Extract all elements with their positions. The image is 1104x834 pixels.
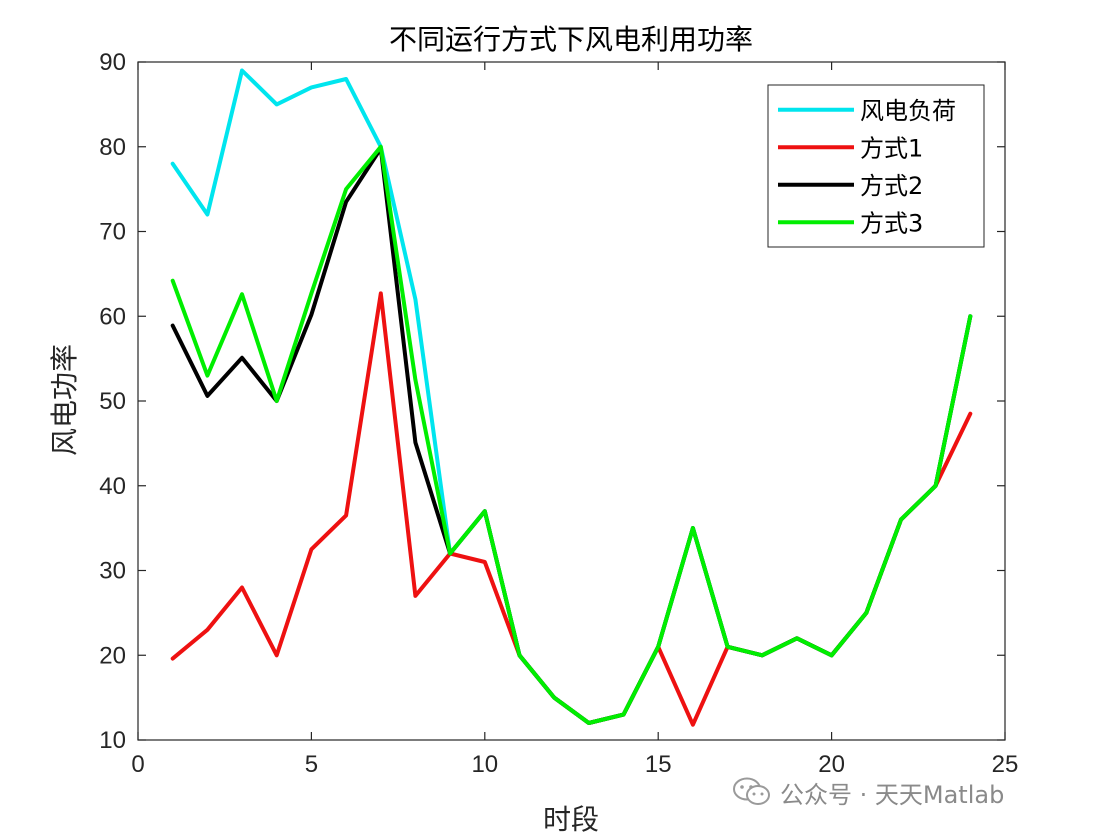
chart-title: 不同运行方式下风电利用功率 bbox=[389, 23, 753, 56]
legend-label: 方式3 bbox=[860, 209, 923, 237]
watermark-text: 公众号 · 天天Matlab bbox=[780, 780, 1005, 809]
y-tick-label: 30 bbox=[99, 558, 126, 585]
x-tick-label: 5 bbox=[305, 751, 318, 778]
ticks-layer: 0 5 10 15 20 25 10 20 30 40 50 60 70 80 90 bbox=[99, 49, 1018, 778]
y-tick-label: 80 bbox=[99, 134, 126, 161]
y-tick-label: 90 bbox=[99, 49, 126, 76]
x-tick-label: 15 bbox=[645, 751, 672, 778]
wechat-icon bbox=[733, 777, 770, 805]
legend-box bbox=[767, 84, 985, 248]
y-tick-label: 60 bbox=[99, 303, 126, 330]
legend-label: 方式2 bbox=[860, 172, 923, 200]
y-tick-label: 70 bbox=[99, 219, 126, 246]
series-line-4 bbox=[170, 144, 973, 725]
x-tick-label: 0 bbox=[131, 751, 144, 778]
x-axis-title: 时段 bbox=[543, 803, 599, 834]
legend-label: 方式1 bbox=[860, 134, 923, 162]
x-tick-label: 25 bbox=[992, 751, 1019, 778]
y-tick-label: 50 bbox=[99, 388, 126, 415]
watermark: 公众号 · 天天Matlab bbox=[732, 774, 1004, 810]
series-layer bbox=[170, 68, 973, 727]
y-axis-title: 风电功率 bbox=[48, 344, 81, 456]
x-tick-label: 10 bbox=[471, 751, 498, 778]
x-tick-label: 20 bbox=[818, 751, 845, 778]
y-tick-label: 40 bbox=[99, 473, 126, 500]
y-tick-label: 20 bbox=[99, 642, 126, 669]
legend-label: 风电负荷 bbox=[860, 97, 956, 125]
y-tick-label: 10 bbox=[99, 727, 126, 754]
